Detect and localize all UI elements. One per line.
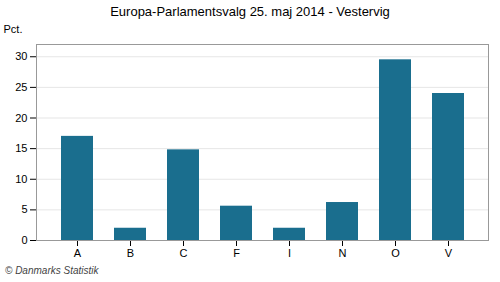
svg-text:O: O: [391, 247, 400, 259]
svg-text:0: 0: [21, 234, 27, 246]
html-text:Europa-Parlamentsvalg 25. maj: Europa-Parlamentsvalg 25. maj 2014 - Ves…: [110, 4, 390, 19]
svg-text:30: 30: [15, 50, 27, 62]
svg-text:A: A: [74, 247, 82, 259]
svg-text:I: I: [288, 247, 291, 259]
svg-text:C: C: [180, 247, 188, 259]
svg-text:B: B: [127, 247, 134, 259]
svg-text:F: F: [233, 247, 240, 259]
svg-text:V: V: [445, 247, 453, 259]
svg-text:25: 25: [15, 81, 27, 93]
svg-text:10: 10: [15, 173, 27, 185]
svg-text:N: N: [339, 247, 347, 259]
svg-text:5: 5: [21, 203, 27, 215]
svg-text:Pct.: Pct.: [4, 23, 23, 35]
svg-text:15: 15: [15, 142, 27, 154]
html-text:© Danmarks Statistik: © Danmarks Statistik: [5, 265, 99, 276]
svg-text:20: 20: [15, 112, 27, 124]
